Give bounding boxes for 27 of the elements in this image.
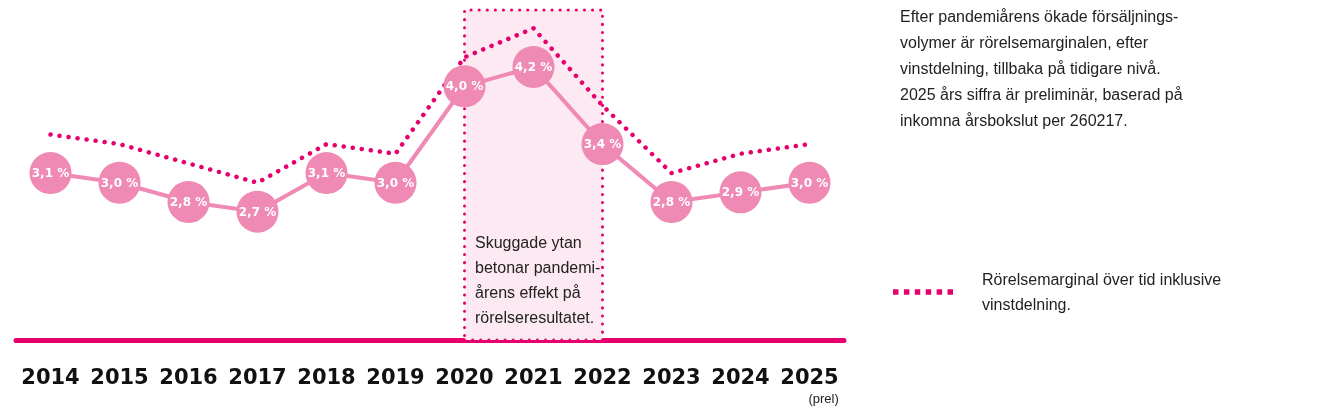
x-tick-label: 2021 — [504, 365, 563, 389]
x-tick-label: 2025 (prel) — [780, 365, 839, 406]
text: Efter pandemiårens ökade försäljnings- volymer är rörelsemarginalen, efter vinstdelning, tillbaka på tidigare nivå. 2025 års siffra är preliminär, baserad på inkomna årsbokslut per 260217. — [900, 7, 1183, 131]
x-tick-label: 2018 — [297, 365, 356, 389]
data-label: 2,8 % — [652, 195, 691, 210]
data-label: 3,4 % — [583, 137, 622, 152]
x-tick-label: 2020 — [435, 365, 494, 389]
data-label: 3,0 % — [100, 175, 139, 190]
band-label: Skuggade ytan betonar pandemi- årens effekt på rörelseresultatet. — [475, 233, 601, 326]
x-tick-label: 2023 — [642, 365, 701, 389]
data-label: 3,1 % — [307, 166, 346, 181]
x-tick-label: 2019 — [366, 365, 425, 389]
x-tick-label: 2015 — [90, 365, 149, 389]
data-label: 2,7 % — [238, 204, 277, 219]
data-label: 4,2 % — [514, 59, 553, 74]
data-label: 2,8 % — [169, 195, 208, 210]
data-label: 3,1 % — [31, 166, 70, 181]
x-tick-label: 2017 — [228, 365, 287, 389]
x-tick-label: 2022 — [573, 365, 632, 389]
data-label: 3,0 % — [790, 175, 829, 190]
legend-label: Rörelsemarginal över tid inklusive vinstdelning. — [982, 271, 1226, 313]
data-label: 4,0 % — [445, 79, 484, 94]
x-tick-label: 2024 — [711, 365, 770, 389]
x-tick-label: 2016 — [159, 365, 218, 389]
data-label: 3,0 % — [376, 175, 415, 190]
x-tick-label: 2014 — [21, 365, 80, 389]
data-label: 2,9 % — [721, 185, 760, 200]
